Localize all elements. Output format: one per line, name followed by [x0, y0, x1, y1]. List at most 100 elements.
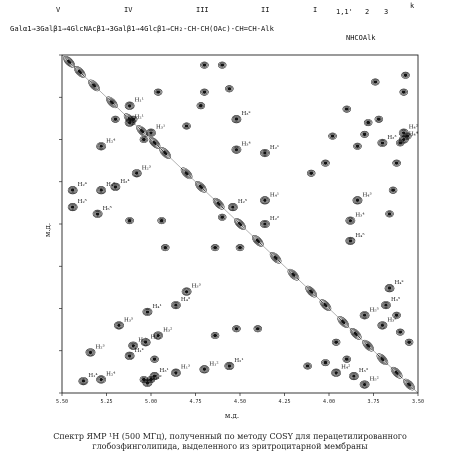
cross-peak	[96, 142, 107, 151]
diagonal-peak	[212, 197, 225, 210]
x-tick-label: 4.50	[234, 399, 246, 405]
residue-number-3: 3	[384, 8, 389, 16]
diagonal-peak	[287, 268, 300, 281]
diagonal-peak	[376, 353, 389, 365]
cross-peak-label: H₄³	[181, 296, 190, 303]
cross-peak-mirror	[353, 142, 362, 150]
cross-peak-mirror	[217, 61, 227, 69]
cross-peak	[85, 348, 96, 357]
cross-peak	[384, 284, 395, 293]
cross-peak-mirror	[385, 210, 394, 218]
diagonal-peak	[305, 285, 317, 298]
cross-peak-label: H₅⁵	[370, 306, 379, 313]
x-tick-label: 5.25	[100, 399, 112, 405]
diagonal-peak	[252, 235, 264, 247]
cross-peak-mirror	[342, 105, 352, 113]
cross-peak-label: H₃³	[387, 134, 396, 141]
cross-peak-mirror	[182, 122, 191, 130]
cross-peak-label: H₃⁴	[120, 178, 130, 185]
diagonal-peak	[148, 137, 161, 149]
x-tick-label: 3.75	[367, 399, 379, 405]
diagonal-peak	[88, 79, 100, 92]
cross-peak	[96, 186, 107, 195]
cross-peak	[114, 321, 124, 330]
cross-peak	[124, 101, 135, 110]
cross-peak-mirror	[388, 186, 398, 194]
cross-peak	[352, 196, 363, 205]
x-axis-title: м.д.	[225, 412, 239, 420]
cross-peak	[231, 115, 242, 124]
cross-peak-mirror	[161, 244, 170, 252]
cross-peak-label: H₄¹	[152, 303, 161, 310]
cross-peak-mirror	[342, 355, 352, 363]
cross-peak-mirror	[217, 213, 227, 221]
cross-peak-label: H₄⁵	[106, 181, 115, 188]
cross-peak-label: H₂ᵏ	[138, 337, 148, 344]
cross-peak-label: H₂⁴	[106, 370, 116, 377]
cross-peak-label: H₅³	[359, 367, 368, 374]
x-tick-label: 4.75	[189, 399, 201, 405]
cross-peak	[260, 196, 270, 205]
cross-peak	[398, 128, 409, 137]
cross-peak	[171, 368, 181, 377]
cross-peak	[181, 287, 192, 296]
diagonal-peak	[136, 125, 148, 137]
caption-line-2: глобозфинголипида, выделенного из эритро…	[92, 442, 368, 451]
cross-peak	[224, 361, 235, 371]
cross-peak-label: H₂¹	[135, 114, 144, 121]
cross-peak-label: H₄²	[341, 364, 350, 371]
cross-peak-label: H₄²	[409, 124, 418, 131]
cross-peak-label: H₁⁴	[88, 372, 98, 379]
residue-number-iv: IV	[124, 6, 133, 14]
cross-peak	[381, 301, 391, 310]
cross-peak-mirror	[235, 244, 245, 252]
residue-number-2: 2	[365, 8, 370, 16]
cross-peak	[345, 236, 356, 245]
cross-peak-mirror	[210, 332, 220, 340]
cross-peak	[227, 203, 238, 212]
cross-peak-label: H₅²	[370, 376, 379, 383]
cross-peak-label: H₄³	[362, 191, 371, 198]
cross-peak-mirror	[404, 338, 414, 346]
cross-peak-mirror	[196, 102, 206, 110]
formula-sub: NHCOAlk	[346, 34, 376, 42]
cross-peak	[171, 301, 181, 310]
x-tick-label: 5.00	[145, 399, 157, 405]
cross-peak-label: H₂³	[95, 343, 104, 350]
cross-peak	[92, 209, 103, 218]
cross-peak-mirror	[153, 88, 163, 96]
cross-peak	[359, 380, 370, 389]
cross-peak-label: H₃³	[192, 283, 201, 290]
residue-number-1: 1,1'	[336, 8, 353, 16]
y-axis-title: м.д.	[44, 223, 52, 237]
residue-number-iii: III	[196, 6, 209, 14]
cross-peak	[67, 186, 78, 195]
cross-peak-mirror	[392, 311, 401, 319]
cross-peak-label: H₂²	[151, 333, 160, 340]
cross-peak-label: H₁³	[181, 364, 190, 371]
cross-peak-label: H₄⁵	[355, 232, 364, 239]
cross-peak-label: H₃⁵	[124, 316, 133, 323]
cross-peak-label: H₁¹	[135, 97, 144, 104]
cross-peak-mirror	[321, 359, 330, 367]
residue-number-v: V	[56, 6, 61, 14]
diagonal-peak	[337, 316, 350, 328]
cross-peak-label: H₄¹	[270, 191, 279, 198]
x-tick-label: 3.50	[412, 399, 424, 405]
cross-peak	[349, 372, 359, 381]
diagonal-peak	[159, 147, 172, 159]
cross-peak-label: H₂⁴	[106, 137, 116, 144]
cross-peak-label: H₃¹	[160, 367, 169, 374]
cross-peak-label: H₃ᵏ	[387, 316, 397, 323]
cross-peak-mirror	[128, 115, 138, 123]
cross-peak-label: H₃²	[152, 374, 161, 381]
cross-peak-mirror	[306, 169, 316, 177]
diagonal-peak	[195, 181, 207, 193]
cross-peak-label: H₂⁵	[238, 198, 247, 205]
cross-peak-mirror	[225, 85, 234, 93]
x-tick-label: 4.25	[278, 399, 290, 405]
cross-peak	[67, 203, 78, 212]
diagonal-peak	[319, 299, 332, 311]
cross-peak-mirror	[125, 217, 134, 225]
